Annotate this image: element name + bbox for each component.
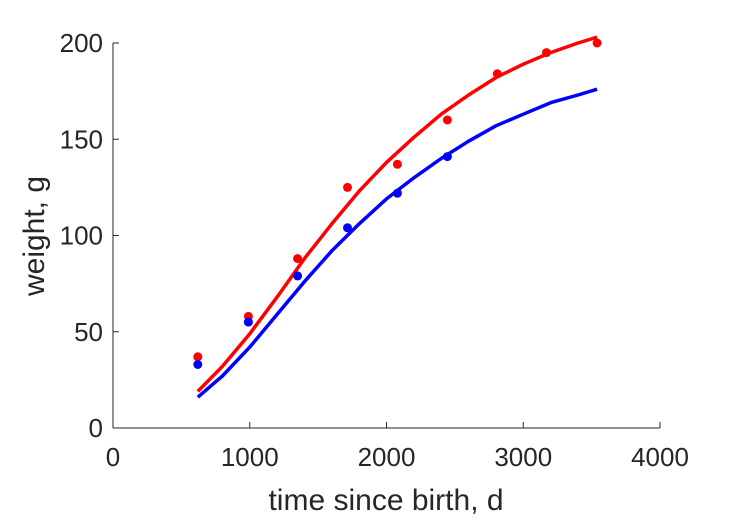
red-fit-line bbox=[196, 35, 598, 393]
x-tick-label: 0 bbox=[106, 442, 120, 472]
red-data-point bbox=[293, 254, 303, 264]
y-tick-label: 200 bbox=[60, 28, 103, 58]
red-data-point bbox=[392, 159, 402, 169]
x-axis-label: time since birth, d bbox=[268, 484, 503, 517]
red-data-point bbox=[442, 115, 452, 125]
data-layer bbox=[193, 35, 602, 399]
blue-data-point bbox=[442, 152, 452, 162]
blue-data-point bbox=[293, 271, 303, 281]
x-tick-label: 4000 bbox=[631, 442, 689, 472]
y-tick-label: 100 bbox=[60, 221, 103, 251]
red-data-point bbox=[542, 48, 551, 58]
y-tick-label: 150 bbox=[60, 124, 103, 154]
y-tick-label: 0 bbox=[89, 413, 103, 443]
y-tick-label: 50 bbox=[74, 317, 103, 347]
x-tick-label: 3000 bbox=[494, 442, 552, 472]
blue-data-point bbox=[392, 188, 402, 198]
blue-data-point bbox=[243, 317, 253, 327]
red-data-point bbox=[492, 69, 502, 79]
red-data-point bbox=[592, 38, 602, 48]
x-tick-label: 2000 bbox=[358, 442, 416, 472]
y-axis-label: weight, g bbox=[18, 176, 51, 297]
ticks-layer: 0 1000 2000 3000 4000 0 50 100 150 200 bbox=[60, 28, 689, 472]
x-tick-label: 1000 bbox=[221, 442, 279, 472]
blue-fit-line bbox=[196, 87, 598, 399]
blue-data-point bbox=[193, 360, 203, 369]
blue-data-point bbox=[343, 223, 352, 233]
red-data-point bbox=[343, 182, 352, 192]
red-data-point bbox=[193, 352, 203, 362]
